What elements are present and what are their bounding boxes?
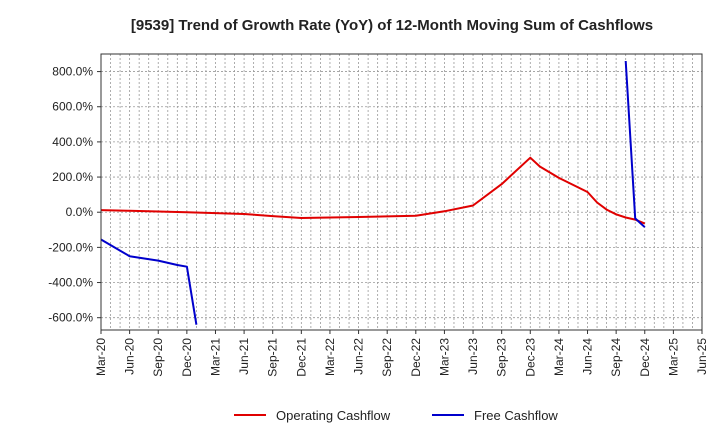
- y-tick-label: 200.0%: [52, 170, 93, 184]
- y-tick-label: 600.0%: [52, 100, 93, 114]
- legend-label: Operating Cashflow: [276, 408, 391, 423]
- x-tick-label: Jun-21: [237, 338, 251, 375]
- x-tick-label: Sep-20: [151, 338, 165, 377]
- series-line-operating-cashflow: [100, 156, 646, 225]
- y-tick-label: 400.0%: [52, 135, 93, 149]
- series-line-free-cashflow: [100, 238, 198, 325]
- x-axis-ticks: Mar-20 Jun-20 Sep-20 Dec-20 Mar-21 Jun-21 Sep-…: [94, 330, 709, 377]
- x-tick-label: Jun-20: [123, 338, 137, 375]
- y-tick-label: 0.0%: [66, 205, 94, 219]
- y-tick-label: -600.0%: [48, 311, 93, 325]
- x-tick-label: Sep-24: [609, 338, 623, 377]
- x-tick-label: Dec-21: [294, 338, 308, 377]
- x-tick-label: Mar-23: [437, 338, 451, 376]
- x-tick-label: Sep-23: [495, 338, 509, 377]
- y-tick-label: 800.0%: [52, 65, 93, 79]
- x-tick-label: Jun-23: [466, 338, 480, 375]
- x-tick-label: Dec-24: [638, 338, 652, 377]
- x-tick-label: Mar-20: [94, 338, 108, 376]
- x-tick-label: Mar-25: [666, 338, 680, 376]
- series-line-free-cashflow: [624, 60, 646, 228]
- x-tick-label: Dec-23: [523, 338, 537, 377]
- x-tick-label: Mar-21: [208, 338, 222, 376]
- plot-frame: [100, 53, 703, 331]
- grid-lines: [100, 54, 703, 330]
- y-axis-ticks: 800.0% 600.0% 400.0% 200.0% 0.0% -200.0% -400.…: [48, 65, 101, 325]
- x-tick-label: Sep-21: [266, 338, 280, 377]
- chart-title: [9539] Trend of Growth Rate (YoY) of 12-…: [131, 17, 653, 34]
- x-tick-label: Mar-24: [552, 338, 566, 376]
- x-tick-label: Jun-24: [581, 338, 595, 375]
- x-tick-label: Jun-25: [695, 338, 709, 375]
- y-tick-label: -200.0%: [48, 240, 93, 254]
- series-lines: [100, 60, 646, 325]
- x-tick-label: Dec-22: [409, 338, 423, 377]
- x-tick-label: Jun-22: [352, 338, 366, 375]
- x-tick-label: Sep-22: [380, 338, 394, 377]
- x-tick-label: Mar-22: [323, 338, 337, 376]
- legend-label: Free Cashflow: [474, 408, 558, 423]
- y-tick-label: -400.0%: [48, 276, 93, 290]
- x-tick-label: Dec-20: [180, 338, 194, 377]
- legend: Operating Cashflow Free Cashflow: [234, 408, 558, 423]
